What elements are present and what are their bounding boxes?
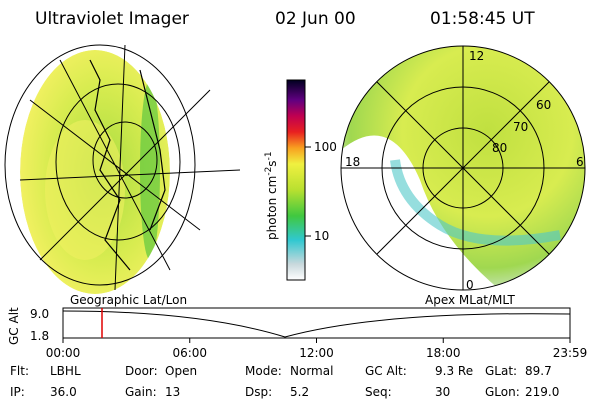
colorbar-scale — [286, 79, 306, 281]
globe-image — [4, 44, 241, 294]
colorbar-tick: 10 — [314, 229, 329, 243]
unit-part: s — [265, 160, 279, 166]
y-tick-label: 1.8 — [30, 329, 49, 343]
info-value: Open — [165, 364, 197, 378]
unit-part: -1 — [264, 151, 274, 160]
x-tick-label: 23:59 — [553, 346, 588, 360]
header: Ultraviolet Imager 02 Jun 00 01:58:45 UT — [35, 9, 535, 29]
lat-label: 70 — [513, 120, 528, 134]
info-value: 5.2 — [290, 385, 309, 399]
info-block: Flt: LBHL Door: Open Mode: Normal GC Alt: 9.3 R… — [10, 364, 559, 399]
info-value: 36.0 — [50, 385, 77, 399]
colorbar: 100 10 photon cm-2s-1 — [264, 79, 337, 281]
info-label: Mode: — [245, 364, 282, 378]
info-label: IP: — [10, 385, 25, 399]
x-tick-label: 12:00 — [299, 346, 334, 360]
info-label: Dsp: — [245, 385, 272, 399]
time: 01:58:45 UT — [430, 9, 535, 29]
colorbar-unit: photon cm-2s-1 — [264, 151, 279, 240]
info-value: 30 — [435, 385, 450, 399]
axis-label: GC Alt — [7, 307, 21, 345]
unit-part: photon cm — [265, 176, 279, 240]
unit-part: -2 — [264, 167, 274, 176]
lat-label: 60 — [536, 98, 551, 112]
mlt-label: 6 — [576, 155, 584, 169]
date: 02 Jun 00 — [275, 9, 356, 29]
mlt-label: 18 — [345, 155, 360, 169]
info-value: LBHL — [50, 364, 81, 378]
y-tick-label: 9.0 — [30, 307, 49, 321]
mlt-label: 12 — [469, 49, 484, 63]
info-value: 13 — [165, 385, 180, 399]
info-label: Gain: — [125, 385, 157, 399]
info-label: GC Alt: — [365, 364, 407, 378]
mlt-label: 0 — [466, 278, 474, 292]
x-tick-label: 06:00 — [172, 346, 207, 360]
info-label: Flt: — [10, 364, 29, 378]
polar-plot: 12 18 6 0 80 70 60 — [340, 45, 586, 292]
info-label: Door: — [125, 364, 158, 378]
info-value: 219.0 — [525, 385, 559, 399]
panel-label: Apex MLat/MLT — [425, 293, 515, 307]
colorbar-tick: 100 — [314, 140, 337, 154]
info-label: GLon: — [485, 385, 520, 399]
info-label: Seq: — [365, 385, 392, 399]
info-value: Normal — [290, 364, 333, 378]
x-tick-label: 00:00 — [46, 346, 81, 360]
time-axis: 00:00 06:00 12:00 18:00 23:59 — [46, 338, 588, 360]
info-label: GLat: — [485, 364, 517, 378]
lat-label: 80 — [492, 141, 507, 155]
title: Ultraviolet Imager — [35, 9, 189, 29]
x-tick-label: 18:00 — [426, 346, 461, 360]
orbit-panel: Geographic Lat/Lon Apex MLat/MLT GC Alt … — [7, 293, 587, 360]
info-value: 9.3 Re — [435, 364, 473, 378]
panel-label: Geographic Lat/Lon — [70, 293, 187, 307]
info-value: 89.7 — [525, 364, 552, 378]
